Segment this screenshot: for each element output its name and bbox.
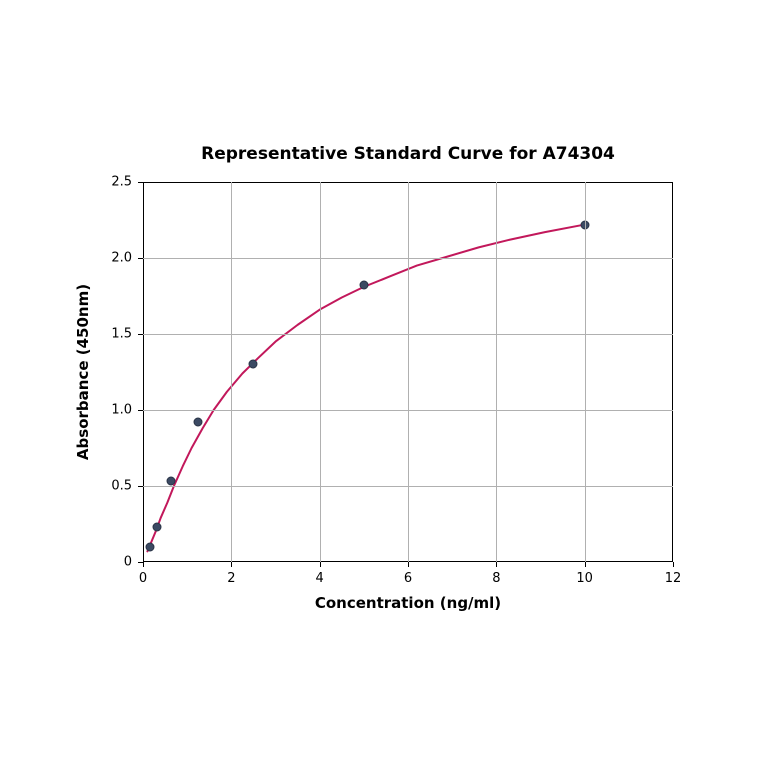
ytick: [138, 182, 143, 183]
ytick: [138, 562, 143, 563]
ytick: [138, 486, 143, 487]
data-point: [152, 523, 161, 532]
ytick: [138, 334, 143, 335]
ytick-label: 0: [124, 555, 132, 570]
xtick-label: 2: [227, 571, 235, 586]
grid-h: [143, 486, 673, 487]
xtick: [585, 562, 586, 567]
ytick: [138, 258, 143, 259]
xtick-label: 4: [316, 571, 324, 586]
grid-v: [320, 182, 321, 562]
xtick: [673, 562, 674, 567]
xtick-label: 0: [139, 571, 147, 586]
grid-v: [231, 182, 232, 562]
fit-curve-path: [147, 225, 584, 552]
grid-h: [143, 334, 673, 335]
xtick-label: 12: [665, 571, 682, 586]
grid-h: [143, 410, 673, 411]
ytick-label: 0.5: [111, 479, 132, 494]
grid-h: [143, 258, 673, 259]
chart-canvas: Representative Standard Curve for A74304…: [0, 0, 764, 764]
xtick: [408, 562, 409, 567]
xtick: [231, 562, 232, 567]
grid-v: [496, 182, 497, 562]
data-point: [145, 542, 154, 551]
data-point: [359, 281, 368, 290]
xtick: [496, 562, 497, 567]
ytick-label: 1.0: [111, 403, 132, 418]
xtick-label: 6: [404, 571, 412, 586]
xtick-label: 10: [576, 571, 593, 586]
xtick: [320, 562, 321, 567]
grid-v: [408, 182, 409, 562]
data-point: [249, 360, 258, 369]
xtick: [143, 562, 144, 567]
fitted-curve: [0, 0, 764, 764]
xtick-label: 8: [492, 571, 500, 586]
grid-v: [585, 182, 586, 562]
data-point: [166, 477, 175, 486]
data-point: [194, 418, 203, 427]
ytick-label: 2.0: [111, 251, 132, 266]
ytick-label: 2.5: [111, 175, 132, 190]
ytick: [138, 410, 143, 411]
ytick-label: 1.5: [111, 327, 132, 342]
